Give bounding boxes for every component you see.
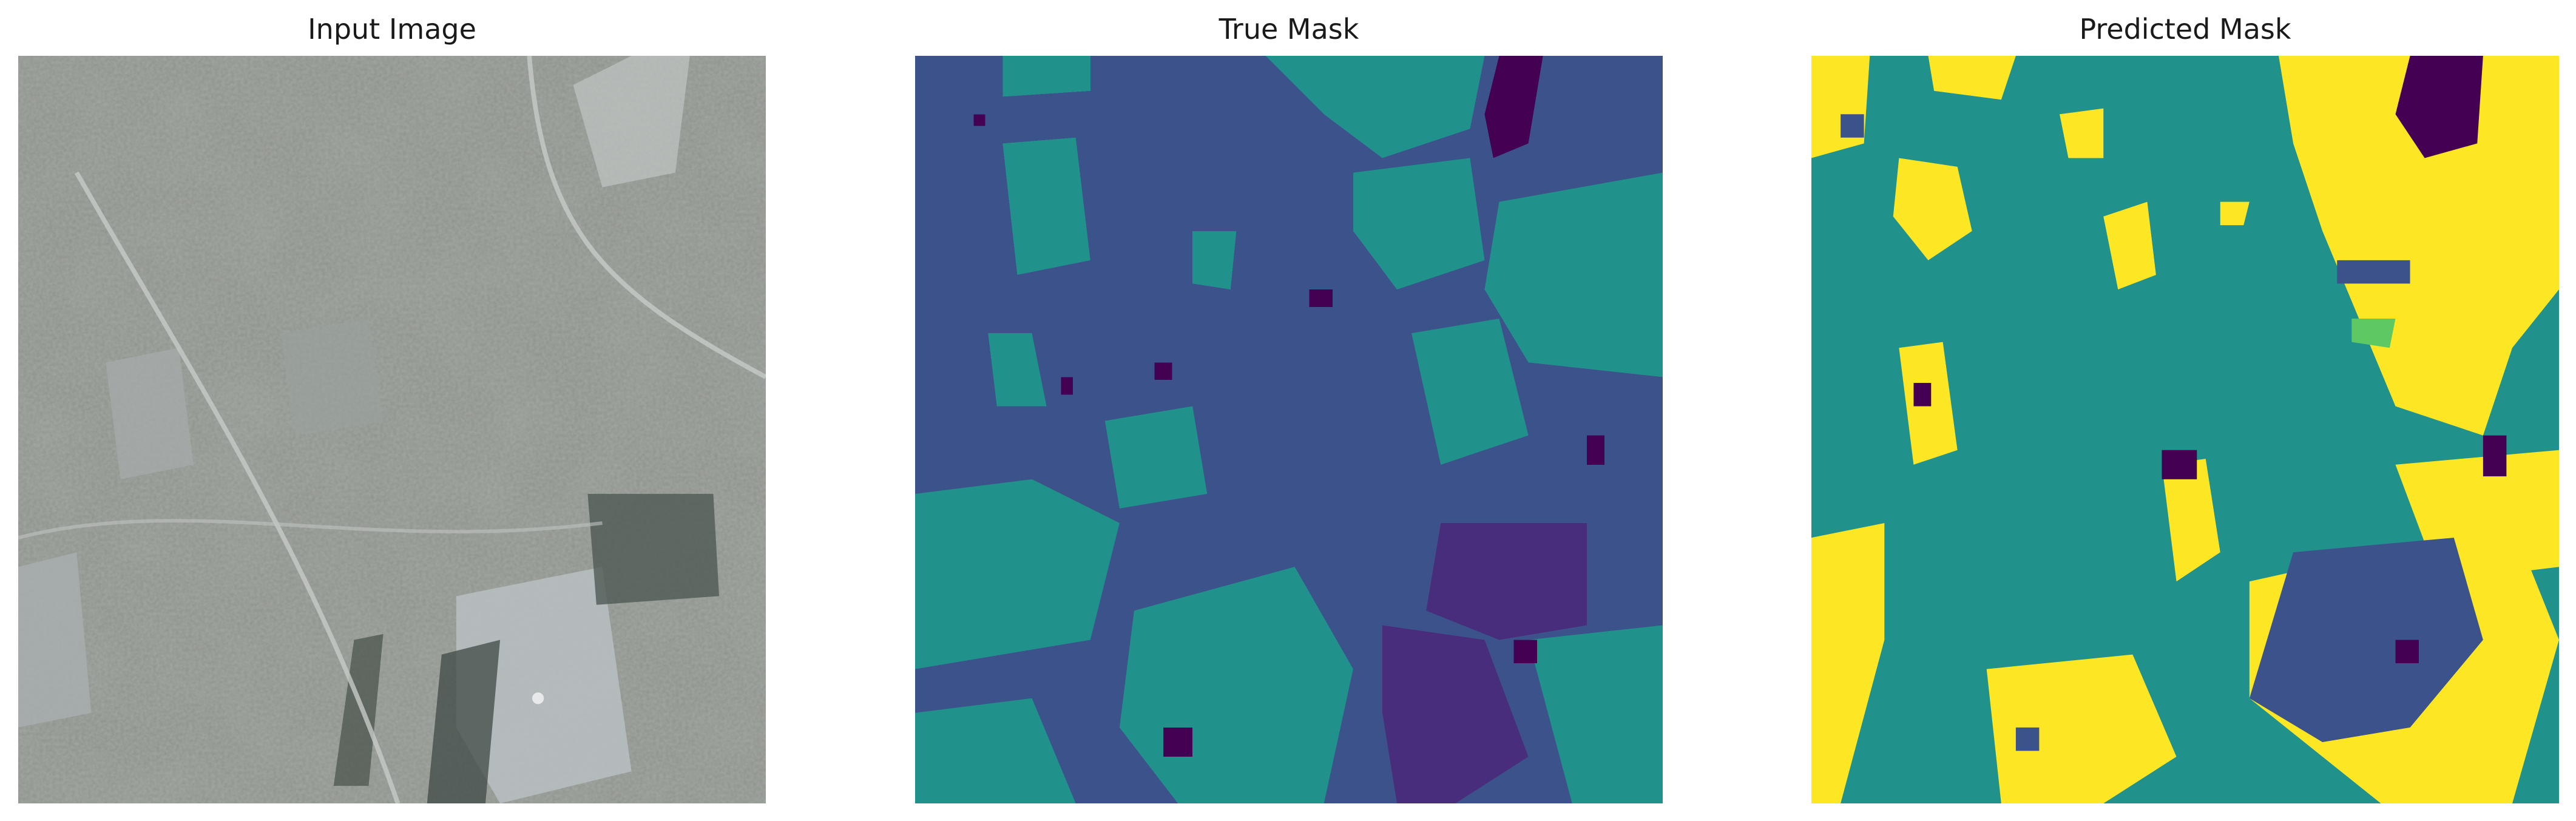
predicted-mask	[1811, 56, 2559, 803]
predicted-mask-title: Predicted Mask	[2079, 13, 2291, 46]
input-image-title: Input Image	[308, 13, 476, 46]
true-mask	[915, 56, 1663, 803]
true-mask-title: True Mask	[1219, 13, 1359, 46]
input-image	[18, 56, 766, 803]
